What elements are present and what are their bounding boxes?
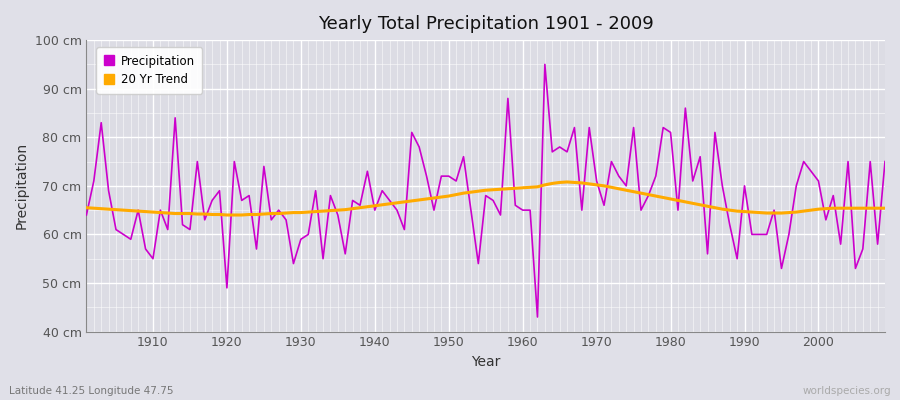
Title: Yearly Total Precipitation 1901 - 2009: Yearly Total Precipitation 1901 - 2009 [318,15,653,33]
Text: Latitude 41.25 Longitude 47.75: Latitude 41.25 Longitude 47.75 [9,386,174,396]
Legend: Precipitation, 20 Yr Trend: Precipitation, 20 Yr Trend [96,48,202,94]
X-axis label: Year: Year [471,355,500,369]
Text: worldspecies.org: worldspecies.org [803,386,891,396]
Y-axis label: Precipitation: Precipitation [15,142,29,230]
